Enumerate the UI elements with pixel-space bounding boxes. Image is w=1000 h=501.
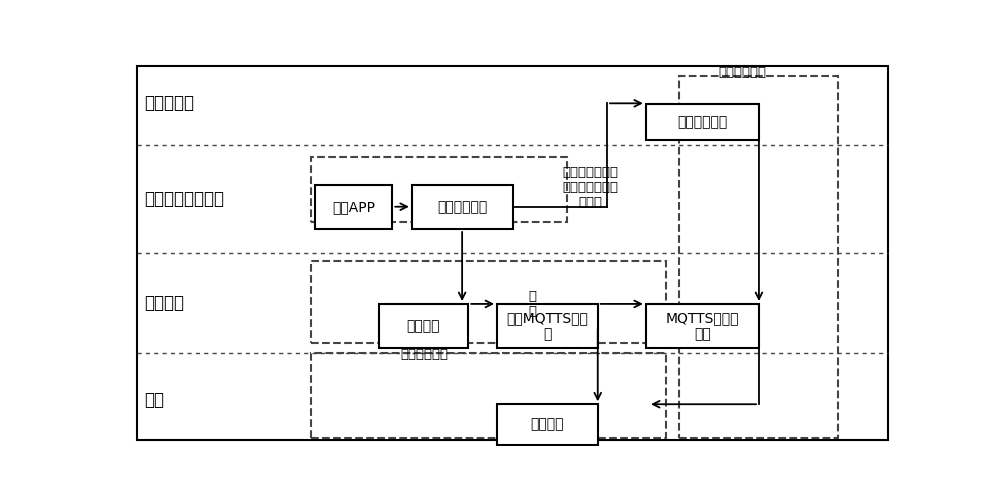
Text: 本地MQTTS服务
器: 本地MQTTS服务 器 (506, 311, 588, 341)
Text: 本地网关: 本地网关 (144, 294, 184, 312)
Text: 智能家居控制软件: 智能家居控制软件 (144, 190, 224, 208)
Bar (311, 157, 567, 222)
Bar (311, 262, 666, 343)
Bar (379, 304, 468, 349)
Bar (311, 353, 666, 438)
Text: 检测本地网关: 检测本地网关 (437, 200, 487, 214)
Bar (646, 104, 759, 140)
Bar (646, 304, 759, 349)
Bar (497, 404, 598, 445)
Text: 没连接本地服务
情况下，连接云
服务器: 没连接本地服务 情况下，连接云 服务器 (562, 166, 618, 209)
Text: 设备: 设备 (144, 391, 164, 409)
Bar (315, 184, 392, 229)
Text: 远程控制路径: 远程控制路径 (719, 66, 767, 79)
Text: 连
接: 连 接 (529, 290, 537, 318)
Bar (497, 304, 598, 349)
Text: 设备控制: 设备控制 (531, 418, 564, 432)
Bar (679, 76, 838, 438)
Text: 云端服务器: 云端服务器 (144, 94, 194, 112)
Text: 远端控制接口: 远端控制接口 (677, 115, 728, 129)
Text: 打开APP: 打开APP (332, 200, 375, 214)
Text: 本地控制路径: 本地控制路径 (400, 348, 448, 361)
Text: 本地域名: 本地域名 (407, 319, 440, 333)
Bar (412, 184, 512, 229)
Text: MQTTS客户端
接口: MQTTS客户端 接口 (666, 311, 739, 341)
